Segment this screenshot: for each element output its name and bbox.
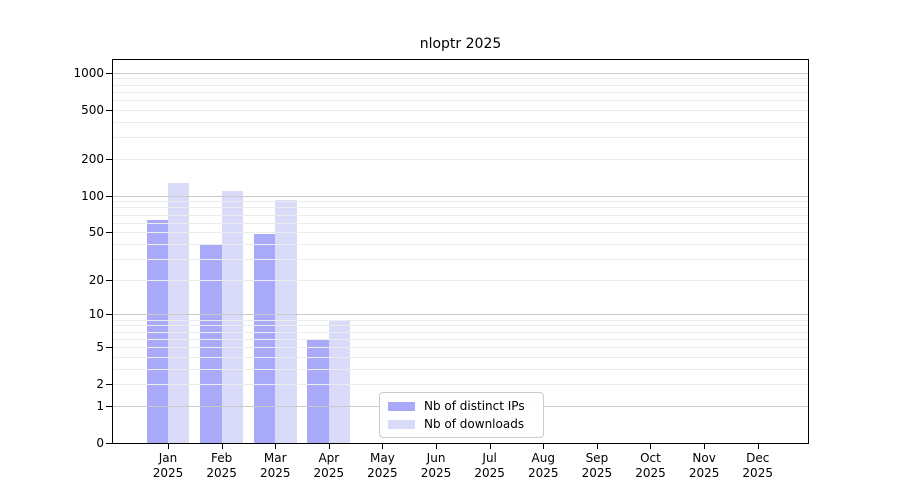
y-gridline-major [113, 72, 808, 74]
x-tick [436, 444, 438, 449]
x-tick-label: Feb 2025 [206, 451, 237, 480]
y-gridline-minor [113, 368, 808, 370]
x-tick [275, 444, 277, 449]
y-tick [106, 279, 112, 281]
legend: Nb of distinct IPs Nb of downloads [379, 392, 544, 438]
x-tick-label: Jan 2025 [152, 451, 184, 480]
bar-downloads [221, 190, 243, 443]
y-gridline-minor [113, 232, 808, 234]
y-gridline-minor [113, 325, 808, 327]
y-tick-label: 500 [81, 102, 104, 117]
y-gridline-minor [113, 222, 808, 224]
y-gridline-major [113, 195, 808, 197]
y-gridline-minor [113, 214, 808, 216]
legend-label-downloads: Nb of downloads [424, 417, 525, 431]
y-gridline-minor [113, 109, 808, 111]
y-gridline-minor [113, 258, 808, 260]
y-tick-label: 1 [96, 398, 104, 413]
y-tick [106, 158, 112, 160]
bar-distinct-ips [200, 243, 222, 443]
x-tick-label: Aug 2025 [527, 451, 559, 480]
y-tick-label: 1000 [73, 65, 104, 80]
y-tick [106, 384, 112, 386]
plot-area [112, 59, 809, 444]
y-tick-label: 20 [88, 272, 104, 287]
y-tick-label: 2 [96, 377, 104, 392]
y-gridline-minor [113, 137, 808, 139]
legend-label-distinct-ips: Nb of distinct IPs [424, 399, 525, 413]
x-tick [328, 444, 330, 449]
y-tick-label: 10 [88, 307, 104, 322]
x-tick [543, 444, 545, 449]
y-tick [106, 232, 112, 234]
y-gridline-minor [113, 78, 808, 80]
x-tick-label: Dec 2025 [742, 451, 773, 480]
y-tick [106, 346, 112, 348]
y-tick-label: 200 [81, 151, 104, 166]
legend-entry-distinct-ips: Nb of distinct IPs [388, 399, 535, 413]
x-tick [221, 444, 223, 449]
x-tick-label: Mar 2025 [259, 451, 291, 480]
x-tick [650, 444, 652, 449]
x-tick [382, 444, 384, 449]
x-tick-label: Nov 2025 [688, 451, 720, 480]
bar-downloads [275, 200, 297, 443]
x-tick [168, 444, 169, 449]
y-gridline-minor [113, 319, 808, 321]
y-tick-label: 100 [81, 188, 104, 203]
x-tick [757, 444, 759, 449]
y-tick-label: 0 [96, 436, 104, 450]
x-tick-label: Jun 2025 [420, 451, 452, 480]
y-tick-label: 50 [88, 225, 104, 240]
bar-downloads [328, 319, 351, 443]
y-gridline-minor [113, 331, 808, 333]
y-tick [106, 314, 112, 316]
legend-entry-downloads: Nb of downloads [388, 417, 535, 431]
x-tick [704, 444, 706, 449]
chart-title: nloptr 2025 [419, 36, 502, 52]
x-tick-label: Oct 2025 [635, 451, 666, 480]
y-gridline-minor [113, 158, 808, 160]
x-tick-label: Apr 2025 [313, 451, 345, 480]
x-tick-label: Sep 2025 [581, 451, 613, 480]
x-tick [489, 444, 491, 449]
bar-distinct-ips [307, 338, 329, 443]
y-tick [106, 109, 112, 111]
y-gridline-major [113, 314, 808, 316]
bar-downloads [168, 183, 190, 443]
y-gridline-minor [113, 207, 808, 209]
y-gridline-minor [113, 121, 808, 123]
y-gridline-minor [113, 338, 808, 340]
y-tick [106, 72, 112, 74]
y-tick [106, 405, 112, 407]
y-tick [106, 443, 112, 444]
y-gridline-minor [113, 100, 808, 102]
legend-swatch-distinct-ips [388, 401, 415, 411]
y-gridline-minor [113, 243, 808, 245]
legend-swatch-downloads [388, 419, 415, 429]
y-gridline-minor [113, 279, 808, 281]
y-gridline-minor [113, 346, 808, 348]
y-tick-label: 5 [96, 339, 104, 354]
y-gridline-minor [113, 84, 808, 86]
x-tick-label: May 2025 [367, 451, 398, 480]
y-gridline-minor [113, 356, 808, 358]
y-tick [106, 195, 112, 197]
y-gridline-minor [113, 91, 808, 93]
y-gridline-minor [113, 201, 808, 203]
x-tick [596, 444, 598, 449]
x-tick-label: Jul 2025 [474, 451, 505, 480]
y-gridline-minor [113, 384, 808, 386]
